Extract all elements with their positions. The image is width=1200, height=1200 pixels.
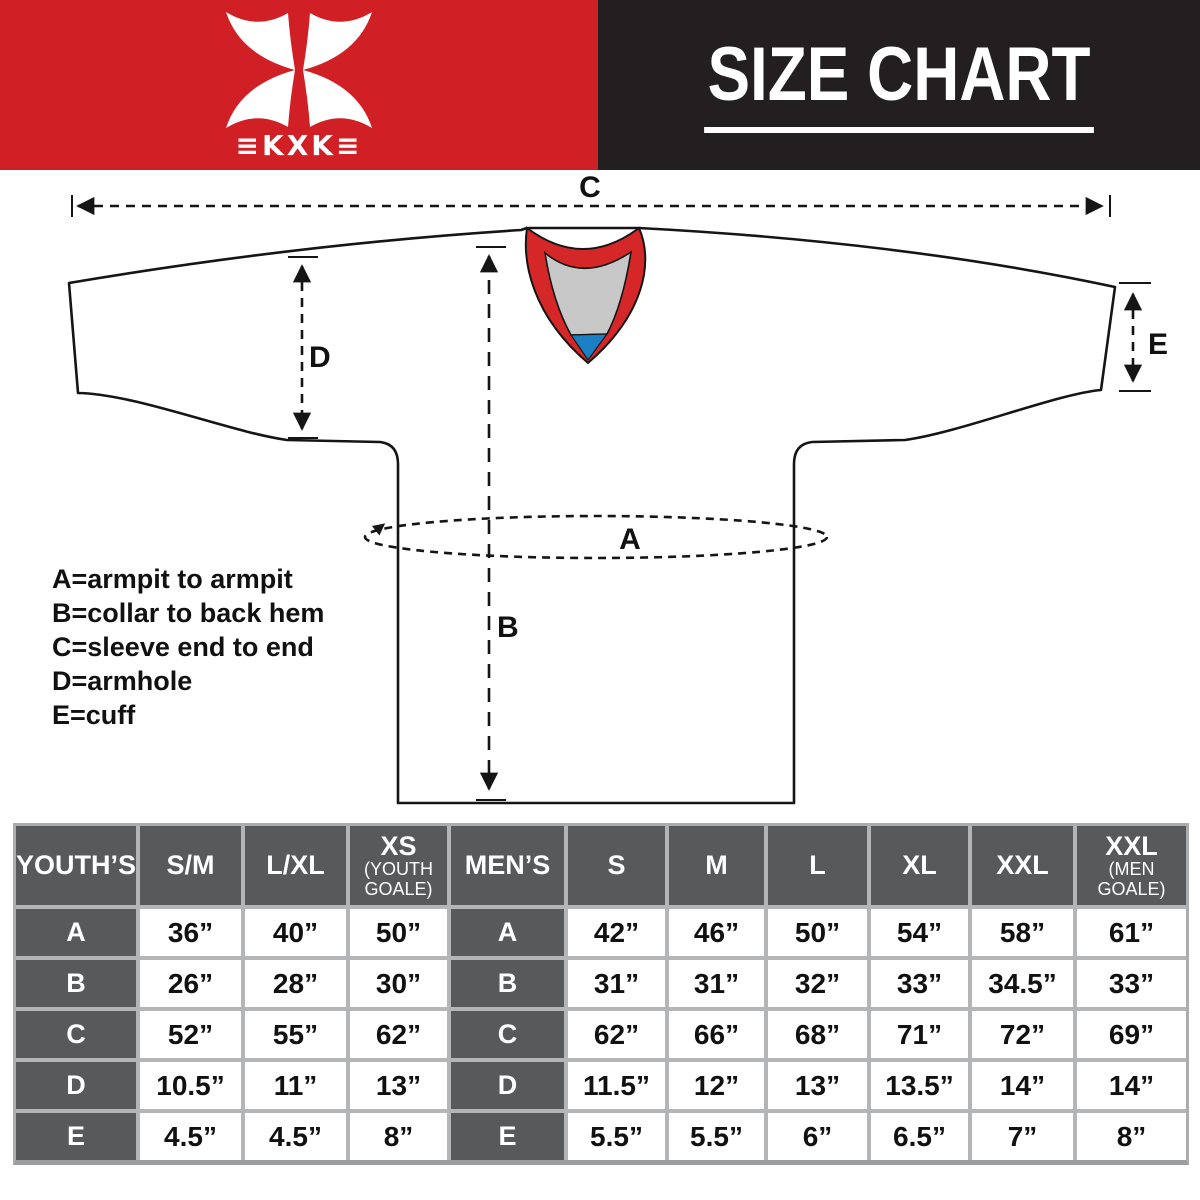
value-cell: 62” [350,1011,447,1058]
jersey-outline [67,226,1117,805]
measure-c-label: C [579,171,601,204]
row-label: C [451,1011,564,1058]
value-cell: 7” [972,1113,1073,1160]
row-label: D [16,1062,136,1109]
kxk-logo-icon [226,12,372,128]
measure-b-label: B [497,611,519,644]
value-cell: 50” [350,909,447,956]
value-cell: 5.5” [568,1113,665,1160]
col-header: L [768,826,867,905]
value-cell: 61” [1077,909,1186,956]
value-cell: 13” [350,1062,447,1109]
value-cell: 32” [768,960,867,1007]
col-header: XL [871,826,968,905]
value-cell: 8” [350,1113,447,1160]
collar-vnotch [569,333,609,362]
legend-line-a: A=armpit to armpit [52,564,293,594]
value-cell: 4.5” [245,1113,346,1160]
value-cell: 36” [140,909,241,956]
value-cell: 46” [669,909,764,956]
row-label: E [451,1113,564,1160]
title-panel: SIZE CHART [598,0,1200,170]
size-table: YOUTH’S S/M L/XL XS (YOUTH GOALE) MEN’S S M L XL X… [13,823,1189,1165]
value-cell: 6.5” [871,1113,968,1160]
value-cell: 13” [768,1062,867,1109]
col-header: S [568,826,665,905]
measure-d-label: D [309,341,331,374]
value-cell: 42” [568,909,665,956]
row-label: A [16,909,136,956]
kxk-logo: ≡KXK≡ [214,10,384,160]
value-cell: 11” [245,1062,346,1109]
col-header: XXL [972,826,1073,905]
value-cell: 31” [568,960,665,1007]
row-label: B [16,960,136,1007]
row-label: E [16,1113,136,1160]
value-cell: 54” [871,909,968,956]
value-cell: 69” [1077,1011,1186,1058]
row-label: B [451,960,564,1007]
value-cell: 72” [972,1011,1073,1058]
value-cell: 13.5” [871,1062,968,1109]
page-title: SIZE CHART [704,37,1094,133]
value-cell: 26” [140,960,241,1007]
value-cell: 40” [245,909,346,956]
value-cell: 14” [1077,1062,1186,1109]
legend-line-e: E=cuff [52,700,136,730]
col-header: S/M [140,826,241,905]
brand-panel: ≡KXK≡ [0,0,598,170]
youth-group-header: YOUTH’S [16,826,136,905]
value-cell: 8” [1077,1113,1186,1160]
header: ≡KXK≡ SIZE CHART [0,0,1200,170]
measure-e-label: E [1148,328,1168,361]
value-cell: 30” [350,960,447,1007]
value-cell: 58” [972,909,1073,956]
value-cell: 68” [768,1011,867,1058]
size-table-section: YOUTH’S S/M L/XL XS (YOUTH GOALE) MEN’S S M L XL X… [0,823,1200,1165]
men-group-header: MEN’S [451,826,564,905]
kxk-wordmark: ≡KXK≡ [235,129,363,162]
legend-line-c: C=sleeve end to end [52,632,314,662]
value-cell: 55” [245,1011,346,1058]
value-cell: 62” [568,1011,665,1058]
measure-a-label: A [619,523,641,556]
value-cell: 71” [871,1011,968,1058]
value-cell: 14” [972,1062,1073,1109]
row-label: D [451,1062,564,1109]
col-header: M [669,826,764,905]
col-header: XS (YOUTH GOALE) [350,826,447,905]
value-cell: 31” [669,960,764,1007]
legend-line-b: B=collar to back hem [52,598,325,628]
col-header: L/XL [245,826,346,905]
measurement-legend: A=armpit to armpit B=collar to back hem … [52,562,324,732]
legend-line-d: D=armhole [52,666,193,696]
value-cell: 66” [669,1011,764,1058]
value-cell: 6” [768,1113,867,1160]
collar-inner [543,250,633,336]
value-cell: 33” [1077,960,1186,1007]
row-label: A [451,909,564,956]
value-cell: 33” [871,960,968,1007]
value-cell: 52” [140,1011,241,1058]
measure-a-ellipse [363,514,829,560]
value-cell: 10.5” [140,1062,241,1109]
jersey-measurement-drawing: C D B E A [67,171,1168,805]
value-cell: 50” [768,909,867,956]
value-cell: 34.5” [972,960,1073,1007]
col-header: XXL (MEN GOALE) [1077,826,1186,905]
measure-a-arrowhead [372,523,386,536]
value-cell: 11.5” [568,1062,665,1109]
value-cell: 12” [669,1062,764,1109]
value-cell: 5.5” [669,1113,764,1160]
jersey-diagram: C D B E A A=armpit to armpit B=collar to… [0,170,1200,823]
value-cell: 28” [245,960,346,1007]
value-cell: 4.5” [140,1113,241,1160]
row-label: C [16,1011,136,1058]
